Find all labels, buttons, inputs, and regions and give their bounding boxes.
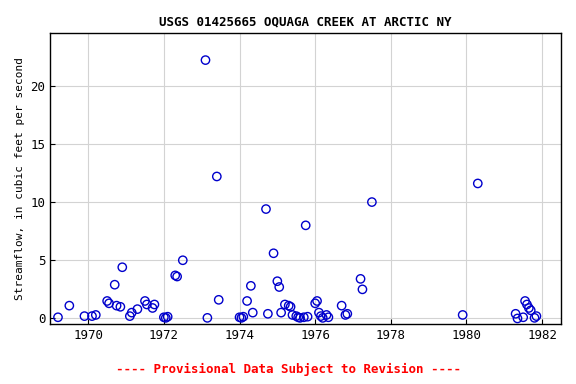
Point (116, 304, 125, 310)
Point (110, 281, 119, 288)
Point (238, 314, 248, 320)
Point (524, 305, 533, 311)
Point (201, 57, 210, 63)
Point (295, 315, 305, 321)
Point (178, 257, 187, 263)
Point (288, 312, 297, 318)
Point (526, 307, 535, 313)
Point (133, 306, 142, 312)
Point (310, 300, 320, 306)
Point (530, 315, 539, 321)
Point (118, 264, 127, 270)
Point (214, 297, 223, 303)
Point (312, 298, 321, 304)
Point (303, 314, 312, 320)
Point (356, 276, 365, 282)
Point (284, 303, 293, 309)
Point (237, 315, 246, 321)
Point (161, 315, 170, 321)
Point (88, 313, 97, 319)
Point (276, 310, 286, 316)
Point (65, 303, 74, 309)
Title: USGS 01425665 OQUAGA CREEK AT ARCTIC NY: USGS 01425665 OQUAGA CREEK AT ARCTIC NY (160, 15, 452, 28)
Point (511, 311, 520, 317)
Point (160, 314, 169, 320)
Point (324, 314, 333, 320)
Point (142, 301, 151, 308)
Point (103, 298, 112, 304)
Point (291, 313, 301, 319)
Point (318, 315, 327, 321)
Point (269, 250, 278, 257)
Point (314, 310, 324, 316)
Point (301, 222, 310, 228)
Point (522, 301, 532, 308)
Point (322, 312, 331, 318)
Point (286, 304, 295, 310)
Point (80, 313, 89, 319)
Text: ---- Provisional Data Subject to Revision ----: ---- Provisional Data Subject to Revisio… (116, 363, 460, 376)
Point (275, 284, 284, 290)
Point (248, 310, 257, 316)
Point (242, 298, 252, 304)
Y-axis label: Streamflow, in cubic feet per second: Streamflow, in cubic feet per second (15, 57, 25, 300)
Point (316, 313, 325, 319)
Point (203, 315, 212, 321)
Point (343, 311, 352, 317)
Point (294, 314, 303, 320)
Point (148, 305, 157, 311)
Point (473, 180, 483, 187)
Point (127, 310, 137, 316)
Point (104, 300, 113, 306)
Point (513, 315, 522, 321)
Point (170, 272, 180, 278)
Point (341, 312, 350, 318)
Point (263, 311, 272, 317)
Point (262, 206, 271, 212)
Point (235, 314, 244, 320)
Point (247, 283, 256, 289)
Point (112, 303, 121, 309)
Point (518, 314, 528, 320)
Point (172, 273, 181, 280)
Point (358, 286, 367, 293)
Point (281, 301, 290, 308)
Point (458, 312, 467, 318)
Point (163, 314, 172, 320)
Point (272, 278, 282, 284)
Point (521, 298, 530, 304)
Point (532, 313, 541, 319)
Point (212, 174, 221, 180)
Point (125, 313, 134, 319)
Point (150, 301, 159, 308)
Point (54, 314, 63, 320)
Point (141, 298, 150, 304)
Point (367, 199, 377, 205)
Point (91, 312, 100, 318)
Point (337, 303, 346, 309)
Point (299, 314, 308, 320)
